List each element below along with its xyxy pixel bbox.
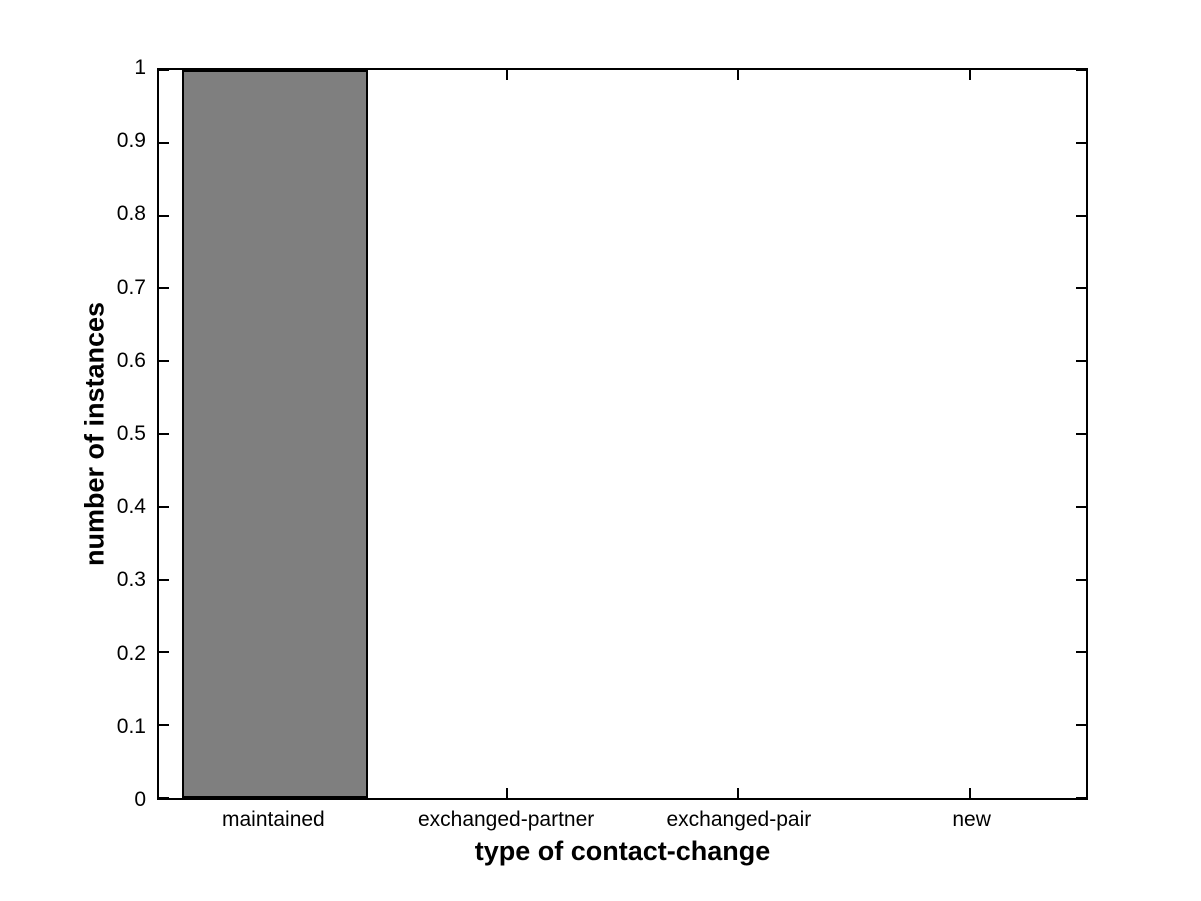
y-tick-mark <box>1076 141 1086 144</box>
y-tick-label: 0.9 <box>116 129 146 153</box>
x-axis-label: type of contact-change <box>474 836 771 866</box>
y-tick-mark <box>159 287 169 290</box>
y-tick-label: 0.8 <box>116 202 146 226</box>
x-tick-mark <box>969 788 972 798</box>
y-tick-label: 0.6 <box>116 348 146 372</box>
y-tick-label: 0.5 <box>116 422 146 445</box>
x-tick-mark <box>737 788 740 798</box>
y-tick-mark <box>1076 797 1086 799</box>
y-tick-mark <box>159 505 169 508</box>
y-tick-mark <box>1076 578 1086 581</box>
y-tick-mark <box>1076 360 1086 363</box>
y-tick-label: 0.7 <box>116 275 146 299</box>
y-tick-mark <box>159 214 169 217</box>
x-tick-mark <box>969 70 972 80</box>
y-tick-mark <box>1076 651 1086 654</box>
x-tick-mark <box>737 70 740 80</box>
x-tick-label: new <box>952 808 991 831</box>
y-tick-mark <box>159 69 169 71</box>
y-tick-mark <box>159 141 169 144</box>
y-tick-mark <box>159 651 169 654</box>
plot-area <box>157 68 1088 800</box>
y-tick-mark <box>1076 724 1086 727</box>
y-tick-label: 0 <box>134 788 146 811</box>
bar-maintained <box>182 70 368 798</box>
x-tick-label: exchanged-pair <box>666 808 812 831</box>
y-tick-mark <box>1076 505 1086 508</box>
x-tick-label: exchanged-partner <box>417 808 595 831</box>
y-tick-mark <box>1076 214 1086 217</box>
y-tick-mark <box>1076 433 1086 435</box>
y-tick-mark <box>1076 287 1086 290</box>
y-tick-mark <box>159 433 169 435</box>
y-tick-mark <box>159 797 169 799</box>
x-tick-mark <box>505 788 508 798</box>
x-tick-mark <box>505 70 508 80</box>
y-tick-label: 1 <box>134 56 146 79</box>
y-tick-mark <box>159 578 169 581</box>
y-tick-label: 0.3 <box>116 568 146 592</box>
y-tick-label: 0.1 <box>116 714 146 738</box>
y-tick-label: 0.2 <box>116 641 146 665</box>
y-tick-mark <box>1076 69 1086 71</box>
y-tick-mark <box>159 360 169 363</box>
y-tick-mark <box>159 724 169 727</box>
y-tick-label: 0.4 <box>116 495 146 519</box>
x-tick-label: maintained <box>222 808 325 831</box>
